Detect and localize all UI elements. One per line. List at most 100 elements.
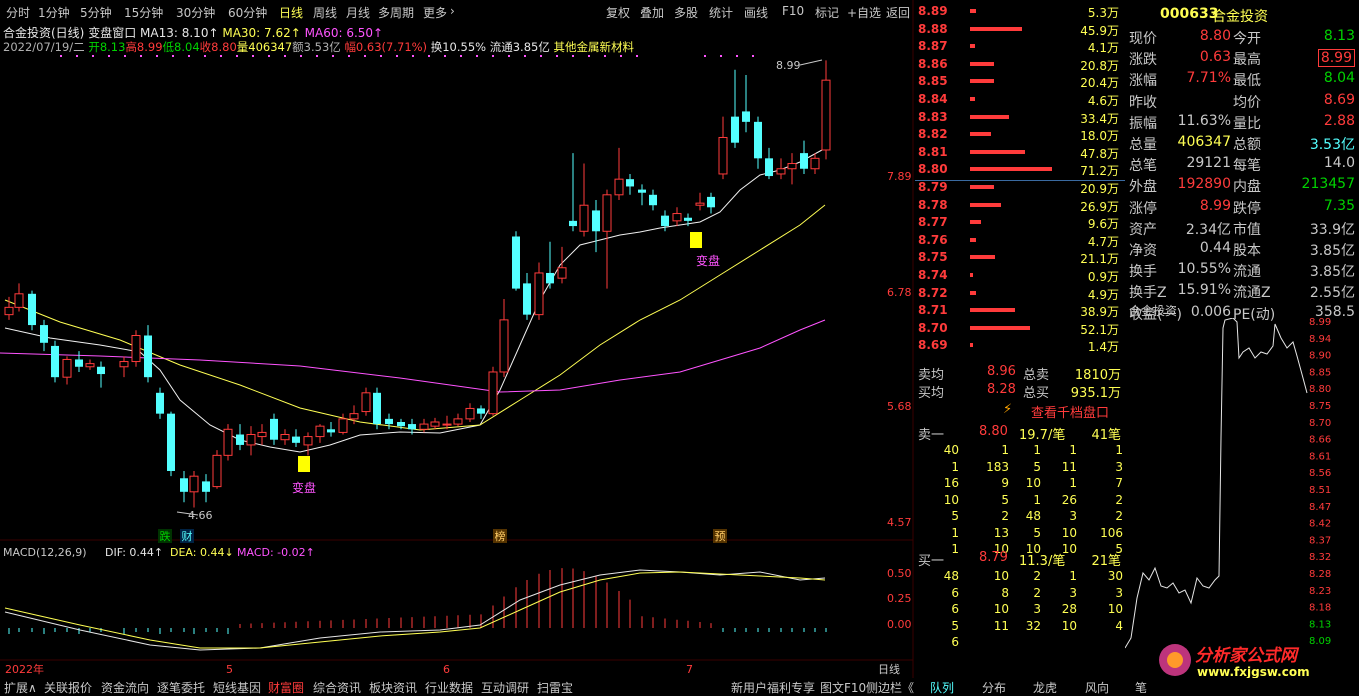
event-marker[interactable] bbox=[158, 529, 172, 543]
candlestick[interactable] bbox=[97, 361, 105, 388]
price-level-row[interactable]: 8.81 47.8万 bbox=[915, 144, 1125, 161]
bottom-tab[interactable]: 互动调研 bbox=[481, 681, 530, 695]
expand-button[interactable]: 扩展∧ bbox=[4, 681, 37, 695]
candlestick[interactable] bbox=[430, 417, 440, 430]
candlestick[interactable] bbox=[270, 413, 278, 445]
candlestick[interactable] bbox=[280, 429, 290, 445]
mark-button[interactable]: 标记 bbox=[815, 6, 840, 20]
price-level-row[interactable]: 8.87 4.1万 bbox=[915, 38, 1125, 55]
candlestick[interactable] bbox=[257, 424, 267, 445]
bottom-tab[interactable]: 关联报价 bbox=[44, 681, 93, 695]
period-60min[interactable]: 60分钟 bbox=[228, 6, 268, 20]
candlestick[interactable] bbox=[85, 359, 95, 370]
candlestick[interactable] bbox=[810, 153, 820, 174]
restore-rights-button[interactable]: 复权 bbox=[606, 6, 631, 20]
candlestick[interactable] bbox=[180, 470, 188, 503]
candlestick[interactable] bbox=[661, 210, 669, 232]
period-1min[interactable]: 1分钟 bbox=[38, 6, 70, 20]
candlestick[interactable] bbox=[453, 413, 463, 427]
price-level-row[interactable]: 8.79 20.9万 bbox=[915, 179, 1125, 196]
candlestick[interactable] bbox=[742, 74, 750, 133]
candlestick[interactable] bbox=[385, 413, 393, 430]
candlestick[interactable] bbox=[821, 60, 831, 160]
candlestick[interactable] bbox=[776, 158, 786, 180]
period-daily[interactable]: 日线 bbox=[279, 6, 304, 20]
candlestick[interactable] bbox=[131, 330, 141, 367]
candlestick[interactable] bbox=[202, 474, 210, 503]
f10-graphic-button[interactable]: 图文F10 bbox=[820, 681, 867, 695]
candlestick[interactable] bbox=[534, 262, 544, 320]
candlestick[interactable] bbox=[707, 192, 715, 214]
candlestick[interactable] bbox=[419, 418, 429, 433]
price-level-row[interactable]: 8.80 71.2万 bbox=[915, 161, 1125, 178]
bottom-tab[interactable]: 综合资讯 bbox=[313, 681, 362, 695]
candlestick[interactable] bbox=[499, 299, 509, 378]
candlestick[interactable] bbox=[223, 424, 233, 461]
bottom-tab[interactable]: 资金流向 bbox=[101, 681, 150, 695]
candlestick[interactable] bbox=[349, 405, 359, 425]
price-level-row[interactable]: 8.88 45.9万 bbox=[915, 21, 1125, 38]
price-level-row[interactable]: 8.85 20.4万 bbox=[915, 73, 1125, 90]
price-level-row[interactable]: 8.70 52.1万 bbox=[915, 320, 1125, 337]
candlestick[interactable] bbox=[303, 432, 313, 456]
candlestick[interactable] bbox=[167, 411, 175, 477]
candlestick[interactable] bbox=[638, 184, 646, 206]
candlestick[interactable] bbox=[212, 450, 222, 489]
candlestick[interactable] bbox=[28, 290, 36, 331]
intraday-mini-chart[interactable]: 8.99 8.94 8.90 8.85 8.80 8.75 8.70 8.66 8.61 8.56… bbox=[1125, 318, 1359, 678]
candlestick[interactable] bbox=[695, 192, 705, 211]
tab-distribution[interactable]: 分布 bbox=[982, 681, 1007, 695]
candlestick[interactable] bbox=[672, 207, 682, 227]
multi-stock-button[interactable]: 多股 bbox=[674, 6, 699, 20]
candlestick[interactable] bbox=[465, 403, 475, 422]
back-button[interactable]: 返回 bbox=[886, 6, 911, 20]
candlestick[interactable] bbox=[592, 200, 600, 253]
candlestick[interactable] bbox=[718, 116, 728, 180]
price-level-row[interactable]: 8.69 1.4万 bbox=[915, 337, 1125, 354]
candlestick[interactable] bbox=[119, 356, 129, 378]
candlestick[interactable] bbox=[579, 163, 589, 237]
price-level-row[interactable]: 8.77 9.6万 bbox=[915, 214, 1125, 231]
price-level-row[interactable]: 8.72 4.9万 bbox=[915, 285, 1125, 302]
candlestick[interactable] bbox=[408, 418, 416, 435]
period-15min[interactable]: 15分钟 bbox=[124, 6, 164, 20]
price-level-row[interactable]: 8.78 26.9万 bbox=[915, 197, 1125, 214]
candlestick[interactable] bbox=[512, 231, 520, 291]
candlestick[interactable] bbox=[787, 153, 797, 185]
candlestick[interactable] bbox=[315, 424, 325, 443]
candlestick[interactable] bbox=[189, 470, 199, 508]
candlestick[interactable] bbox=[649, 189, 657, 211]
period-monthly[interactable]: 月线 bbox=[346, 6, 371, 20]
candlestick[interactable] bbox=[62, 356, 72, 385]
price-level-row[interactable]: 8.76 4.7万 bbox=[915, 232, 1125, 249]
candlestick[interactable] bbox=[765, 147, 773, 180]
candlestick[interactable] bbox=[327, 421, 335, 437]
event-marker[interactable] bbox=[713, 529, 727, 543]
price-level-row[interactable]: 8.89 5.3万 bbox=[915, 3, 1125, 20]
candlestick[interactable] bbox=[557, 246, 567, 284]
overlay-button[interactable]: 叠加 bbox=[640, 6, 665, 20]
event-marker[interactable] bbox=[180, 529, 194, 543]
thousand-depth-link[interactable]: 查看千档盘口 bbox=[1031, 406, 1110, 421]
bottom-tab-active[interactable]: 财富圈 bbox=[268, 681, 305, 695]
candlestick[interactable] bbox=[569, 153, 577, 232]
candlestick[interactable] bbox=[442, 415, 452, 430]
price-level-row[interactable]: 8.74 0.9万 bbox=[915, 267, 1125, 284]
price-level-row[interactable]: 8.82 18.0万 bbox=[915, 126, 1125, 143]
bottom-tab[interactable]: 板块资讯 bbox=[369, 681, 418, 695]
period-multi[interactable]: 多周期 bbox=[378, 6, 415, 20]
draw-line-button[interactable]: 画线 bbox=[744, 6, 769, 20]
candlestick[interactable] bbox=[602, 189, 612, 289]
chevron-right-icon[interactable]: › bbox=[450, 4, 455, 18]
candlestick[interactable] bbox=[614, 147, 624, 201]
candlestick[interactable] bbox=[51, 340, 59, 383]
candlestick[interactable] bbox=[156, 387, 164, 419]
bottom-tab[interactable]: 扫雷宝 bbox=[537, 681, 574, 695]
price-level-row[interactable]: 8.84 4.6万 bbox=[915, 91, 1125, 108]
candlestick[interactable] bbox=[40, 319, 48, 352]
statistics-button[interactable]: 统计 bbox=[709, 6, 734, 20]
bottom-tab[interactable]: 逐笔委托 bbox=[157, 681, 206, 695]
kline-chart[interactable]: 7.89 6.78 5.68 4.57 0.50 0.25 0.00 8.99 … bbox=[0, 0, 915, 678]
candlestick[interactable] bbox=[477, 405, 485, 419]
price-level-row[interactable]: 8.75 21.1万 bbox=[915, 249, 1125, 266]
